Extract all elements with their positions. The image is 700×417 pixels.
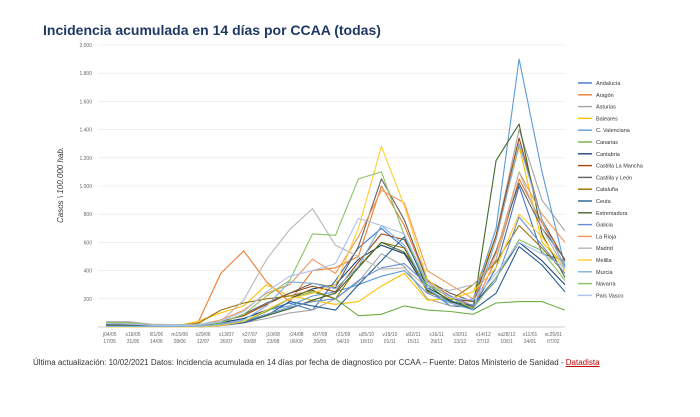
x-tick-label-start: u05/10 xyxy=(359,332,375,338)
x-tick-label-start: r24/08 xyxy=(289,332,303,338)
x-tick-label-start: x27/07 xyxy=(242,332,257,338)
y-tick-label: 2.000 xyxy=(79,43,92,49)
x-tick-label-start: u02/11 xyxy=(406,332,421,338)
legend-entry: Ceuta xyxy=(596,199,612,205)
y-tick-label: 1.400 xyxy=(79,128,92,134)
y-tick-label: 600 xyxy=(84,240,93,246)
x-tick-label-end: 06/09 xyxy=(290,339,303,345)
y-tick-label: 1.200 xyxy=(79,156,92,162)
footnote-source-link[interactable]: Datadista xyxy=(565,358,600,367)
x-tick-label-start: x18/05 xyxy=(126,332,141,338)
series-line xyxy=(105,137,566,327)
series-line xyxy=(106,143,566,328)
x-tick-label-end: 07/02 xyxy=(547,339,560,345)
x-tick-label-end: 29/11 xyxy=(430,339,442,345)
legend-entry: Cantabria xyxy=(596,152,621,158)
x-tick-label-start: x29/06 xyxy=(196,332,211,338)
legend-entry: País Vasco xyxy=(596,293,623,299)
x-tick-label-start: v19/10 xyxy=(382,332,397,338)
x-tick-label-end: 31/05 xyxy=(127,339,140,345)
x-tick-label-end: 24/01 xyxy=(524,339,537,345)
legend-entry: Extremadura xyxy=(596,211,628,217)
x-tick-label-end: 09/08 xyxy=(244,339,257,345)
x-axis: j04/0517/05x18/0531/05l01/0614/06m15/062… xyxy=(98,326,565,345)
y-axis: 200 400 600 800 1.000 1.200 1.400 1.600 1.800 2.0… xyxy=(79,43,92,303)
x-tick-label-end: 01/11 xyxy=(384,339,396,345)
legend-entry: Cataluña xyxy=(596,187,619,193)
y-tick-label: 800 xyxy=(84,212,93,218)
x-tick-label-end: 23/08 xyxy=(267,339,280,345)
legend-entry: C. Valenciana xyxy=(596,128,631,134)
footnote: Última actualización: 10/02/2021 Datos: … xyxy=(33,358,600,367)
x-tick-label-start: s07/09 xyxy=(312,332,327,338)
x-tick-label-end: 15/11 xyxy=(407,339,419,345)
x-tick-label-start: xc25/01 xyxy=(545,332,563,338)
y-axis-label: Casos \ 100.000 hab. xyxy=(56,147,65,223)
y-gridlines xyxy=(98,44,565,328)
x-tick-label-end: 18/10 xyxy=(360,339,373,345)
x-tick-label-start: x13/07 xyxy=(219,332,234,338)
legend-entry: Madrid xyxy=(596,246,613,252)
x-tick-label-end: 10/01 xyxy=(500,339,513,345)
x-tick-label-end: 04/10 xyxy=(337,339,350,345)
legend-entry: Navarra xyxy=(596,282,617,288)
x-tick-label-end: 27/12 xyxy=(477,339,490,345)
legend-entry: Andalucía xyxy=(596,81,621,87)
x-tick-label-end: 14/06 xyxy=(150,339,163,345)
legend-entry: Canarias xyxy=(596,140,618,146)
series-line xyxy=(105,217,566,327)
y-tick-label: 1.000 xyxy=(79,184,92,190)
legend-entry: Aragón xyxy=(596,93,614,99)
x-tick-label-start: l01/06 xyxy=(150,332,164,338)
legend-entry: Galicia xyxy=(596,223,614,229)
x-tick-label-end: 12/07 xyxy=(197,339,210,345)
legend-entry: Castilla y León xyxy=(596,175,632,181)
footnote-text: Última actualización: 10/02/2021 Datos: … xyxy=(33,358,564,367)
x-tick-label-start: x14/12 xyxy=(476,332,491,338)
x-tick-label-start: r21/09 xyxy=(336,332,350,338)
legend-entry: Melilla xyxy=(596,258,613,264)
series-line xyxy=(105,291,566,328)
series-lines xyxy=(105,58,566,328)
series-line xyxy=(105,171,566,326)
x-tick-label-start: x11/01 xyxy=(523,332,538,338)
y-tick-label: 400 xyxy=(84,269,93,275)
y-tick-label: 1.800 xyxy=(79,71,92,77)
x-tick-label-end: 20/09 xyxy=(314,339,327,345)
y-tick-label: 1.600 xyxy=(79,99,92,105)
legend-entry: La Rioja xyxy=(596,234,617,240)
legend-entry: Castilla La Mancha xyxy=(596,164,644,170)
legend-entry: Baleares xyxy=(596,116,618,122)
x-tick-label-start: xa28/12 xyxy=(498,332,516,338)
x-tick-label-start: j04/05 xyxy=(102,332,117,338)
x-tick-label-start: x16/11 xyxy=(429,332,444,338)
y-tick-label: 200 xyxy=(84,297,93,303)
legend: Andalucía Aragón Asturias Baleares C. Valenc… xyxy=(578,81,644,299)
x-tick-label-end: 13/12 xyxy=(454,339,467,345)
chart-title: Incidencia acumulada en 14 días por CCAA… xyxy=(43,22,381,38)
x-tick-label-start: v30/11 xyxy=(453,332,468,338)
legend-entry: Asturias xyxy=(596,105,616,111)
x-tick-label-end: 17/05 xyxy=(103,339,116,345)
series-line xyxy=(106,58,566,327)
x-tick-label-start: j10/08 xyxy=(265,332,280,338)
x-tick-label-end: 26/07 xyxy=(220,339,233,345)
x-tick-label-end: 28/06 xyxy=(173,339,186,345)
x-tick-label-start: m15/06 xyxy=(171,332,188,338)
legend-entry: Murcia xyxy=(596,270,613,276)
